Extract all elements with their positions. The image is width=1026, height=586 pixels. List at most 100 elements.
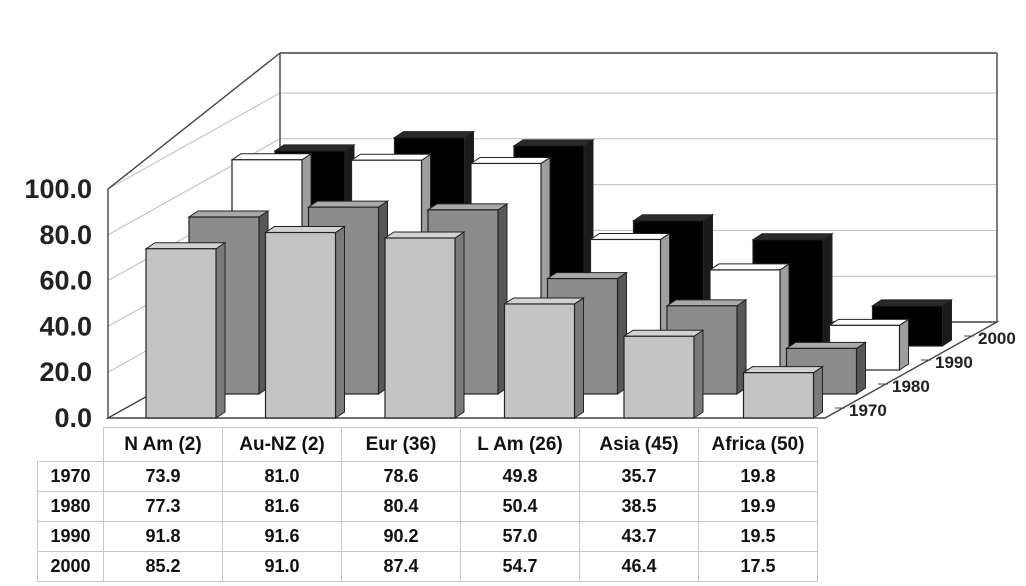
bar-top — [665, 299, 748, 307]
table-row-year: 1990 — [37, 521, 104, 552]
depth-label: 1990 — [935, 353, 973, 372]
table-cell: 19.5 — [698, 521, 818, 552]
table-cell: 77.3 — [103, 491, 223, 522]
bar-top — [263, 226, 347, 234]
depth-axis-labels: 1970 1980 1990 2000 — [835, 329, 1016, 420]
bar-top — [144, 242, 227, 250]
bar — [144, 241, 227, 419]
bar-front — [503, 303, 576, 419]
bar-side — [215, 241, 226, 419]
chart-bars — [144, 130, 954, 419]
bar-top — [273, 144, 356, 152]
table-row: 1980 77.3 81.6 80.4 50.4 38.5 19.9 — [37, 491, 818, 522]
bar — [263, 225, 347, 419]
table-row-year: 1970 — [37, 461, 104, 492]
table-row: 1990 91.8 91.6 90.2 57.0 43.7 19.5 — [37, 521, 818, 552]
side-wall-top-edge — [107, 52, 281, 190]
table-cell: 91.0 — [222, 551, 342, 582]
bar-front — [264, 231, 337, 419]
bar-side — [856, 341, 866, 395]
table-cell: 54.7 — [460, 551, 580, 582]
table-cell: 91.8 — [103, 521, 223, 552]
table-header-cell: Eur (36) — [341, 427, 461, 462]
table-header-cell: Asia (45) — [579, 427, 699, 462]
bar-side — [813, 365, 823, 419]
bar-top — [383, 231, 466, 239]
bar-top — [469, 156, 552, 164]
bar-top — [588, 232, 672, 240]
table-cell: 38.5 — [579, 491, 699, 522]
bar-top — [502, 297, 586, 305]
bar-top — [870, 299, 954, 307]
depth-label: 1980 — [892, 377, 930, 396]
table-cell: 57.0 — [460, 521, 580, 552]
table-header-cell: L Am (26) — [460, 427, 580, 462]
table-cell: 91.6 — [222, 521, 342, 552]
bar-top — [392, 131, 476, 139]
table-cell: 78.6 — [341, 461, 461, 492]
bar-front — [384, 237, 456, 419]
bar-top — [827, 318, 911, 326]
table-row-year: 2000 — [37, 551, 104, 582]
y-tick-label: 100.0 — [24, 174, 92, 204]
bar-top — [631, 214, 715, 222]
y-tick-label: 40.0 — [39, 311, 92, 341]
bar-top — [230, 153, 313, 161]
table-corner — [37, 427, 104, 462]
bar-front — [145, 248, 217, 419]
table-cell: 73.9 — [103, 461, 223, 492]
table-cell: 90.2 — [341, 521, 461, 552]
bar-front — [742, 372, 815, 419]
bar-top — [741, 366, 825, 374]
table-cell: 19.9 — [698, 491, 818, 522]
bar — [622, 329, 705, 419]
bar-side — [574, 297, 584, 419]
table-cell: 19.8 — [698, 461, 818, 492]
table-header-cell: Africa (50) — [698, 427, 818, 462]
bar-side — [454, 231, 465, 419]
bar-top — [349, 153, 433, 161]
bar-side — [693, 329, 704, 419]
table-header-cell: Au-NZ (2) — [222, 427, 342, 462]
table-header-row: N Am (2) Au-NZ (2) Eur (36) L Am (26) As… — [37, 427, 818, 462]
table-cell: 50.4 — [460, 491, 580, 522]
table-cell: 80.4 — [341, 491, 461, 522]
table-row: 1970 73.9 81.0 78.6 49.8 35.7 19.8 — [37, 461, 818, 492]
bar-top — [187, 210, 270, 218]
table-cell: 81.6 — [222, 491, 342, 522]
bar-side — [942, 298, 952, 347]
bar-top — [426, 203, 509, 211]
bar-top — [708, 263, 791, 271]
y-tick-label: 60.0 — [39, 266, 92, 296]
y-tick-label: 20.0 — [39, 357, 92, 387]
table-row: 2000 85.2 91.0 87.4 54.7 46.4 17.5 — [37, 551, 818, 582]
table-cell: 81.0 — [222, 461, 342, 492]
bar-side — [899, 318, 909, 371]
depth-label: 2000 — [978, 329, 1016, 348]
bar-top — [622, 329, 705, 337]
bar-top — [512, 139, 595, 147]
table-cell: 17.5 — [698, 551, 818, 582]
table-cell: 43.7 — [579, 521, 699, 552]
table-cell: 87.4 — [341, 551, 461, 582]
table-cell: 49.8 — [460, 461, 580, 492]
bar — [383, 231, 466, 419]
table-cell: 85.2 — [103, 551, 223, 582]
data-table: N Am (2) Au-NZ (2) Eur (36) L Am (26) As… — [37, 427, 818, 582]
bar — [502, 297, 586, 419]
table-header-cell: N Am (2) — [103, 427, 223, 462]
bar-top — [306, 200, 390, 208]
bar-top — [784, 341, 868, 349]
table-row-year: 1980 — [37, 491, 104, 522]
bar-side — [335, 225, 345, 419]
table-cell: 35.7 — [579, 461, 699, 492]
bar — [741, 365, 825, 419]
bar-front — [623, 335, 695, 419]
y-tick-label: 80.0 — [39, 220, 92, 250]
bar-top — [545, 272, 629, 280]
bar-top — [751, 233, 834, 241]
depth-label: 1970 — [849, 401, 887, 420]
table-cell: 46.4 — [579, 551, 699, 582]
